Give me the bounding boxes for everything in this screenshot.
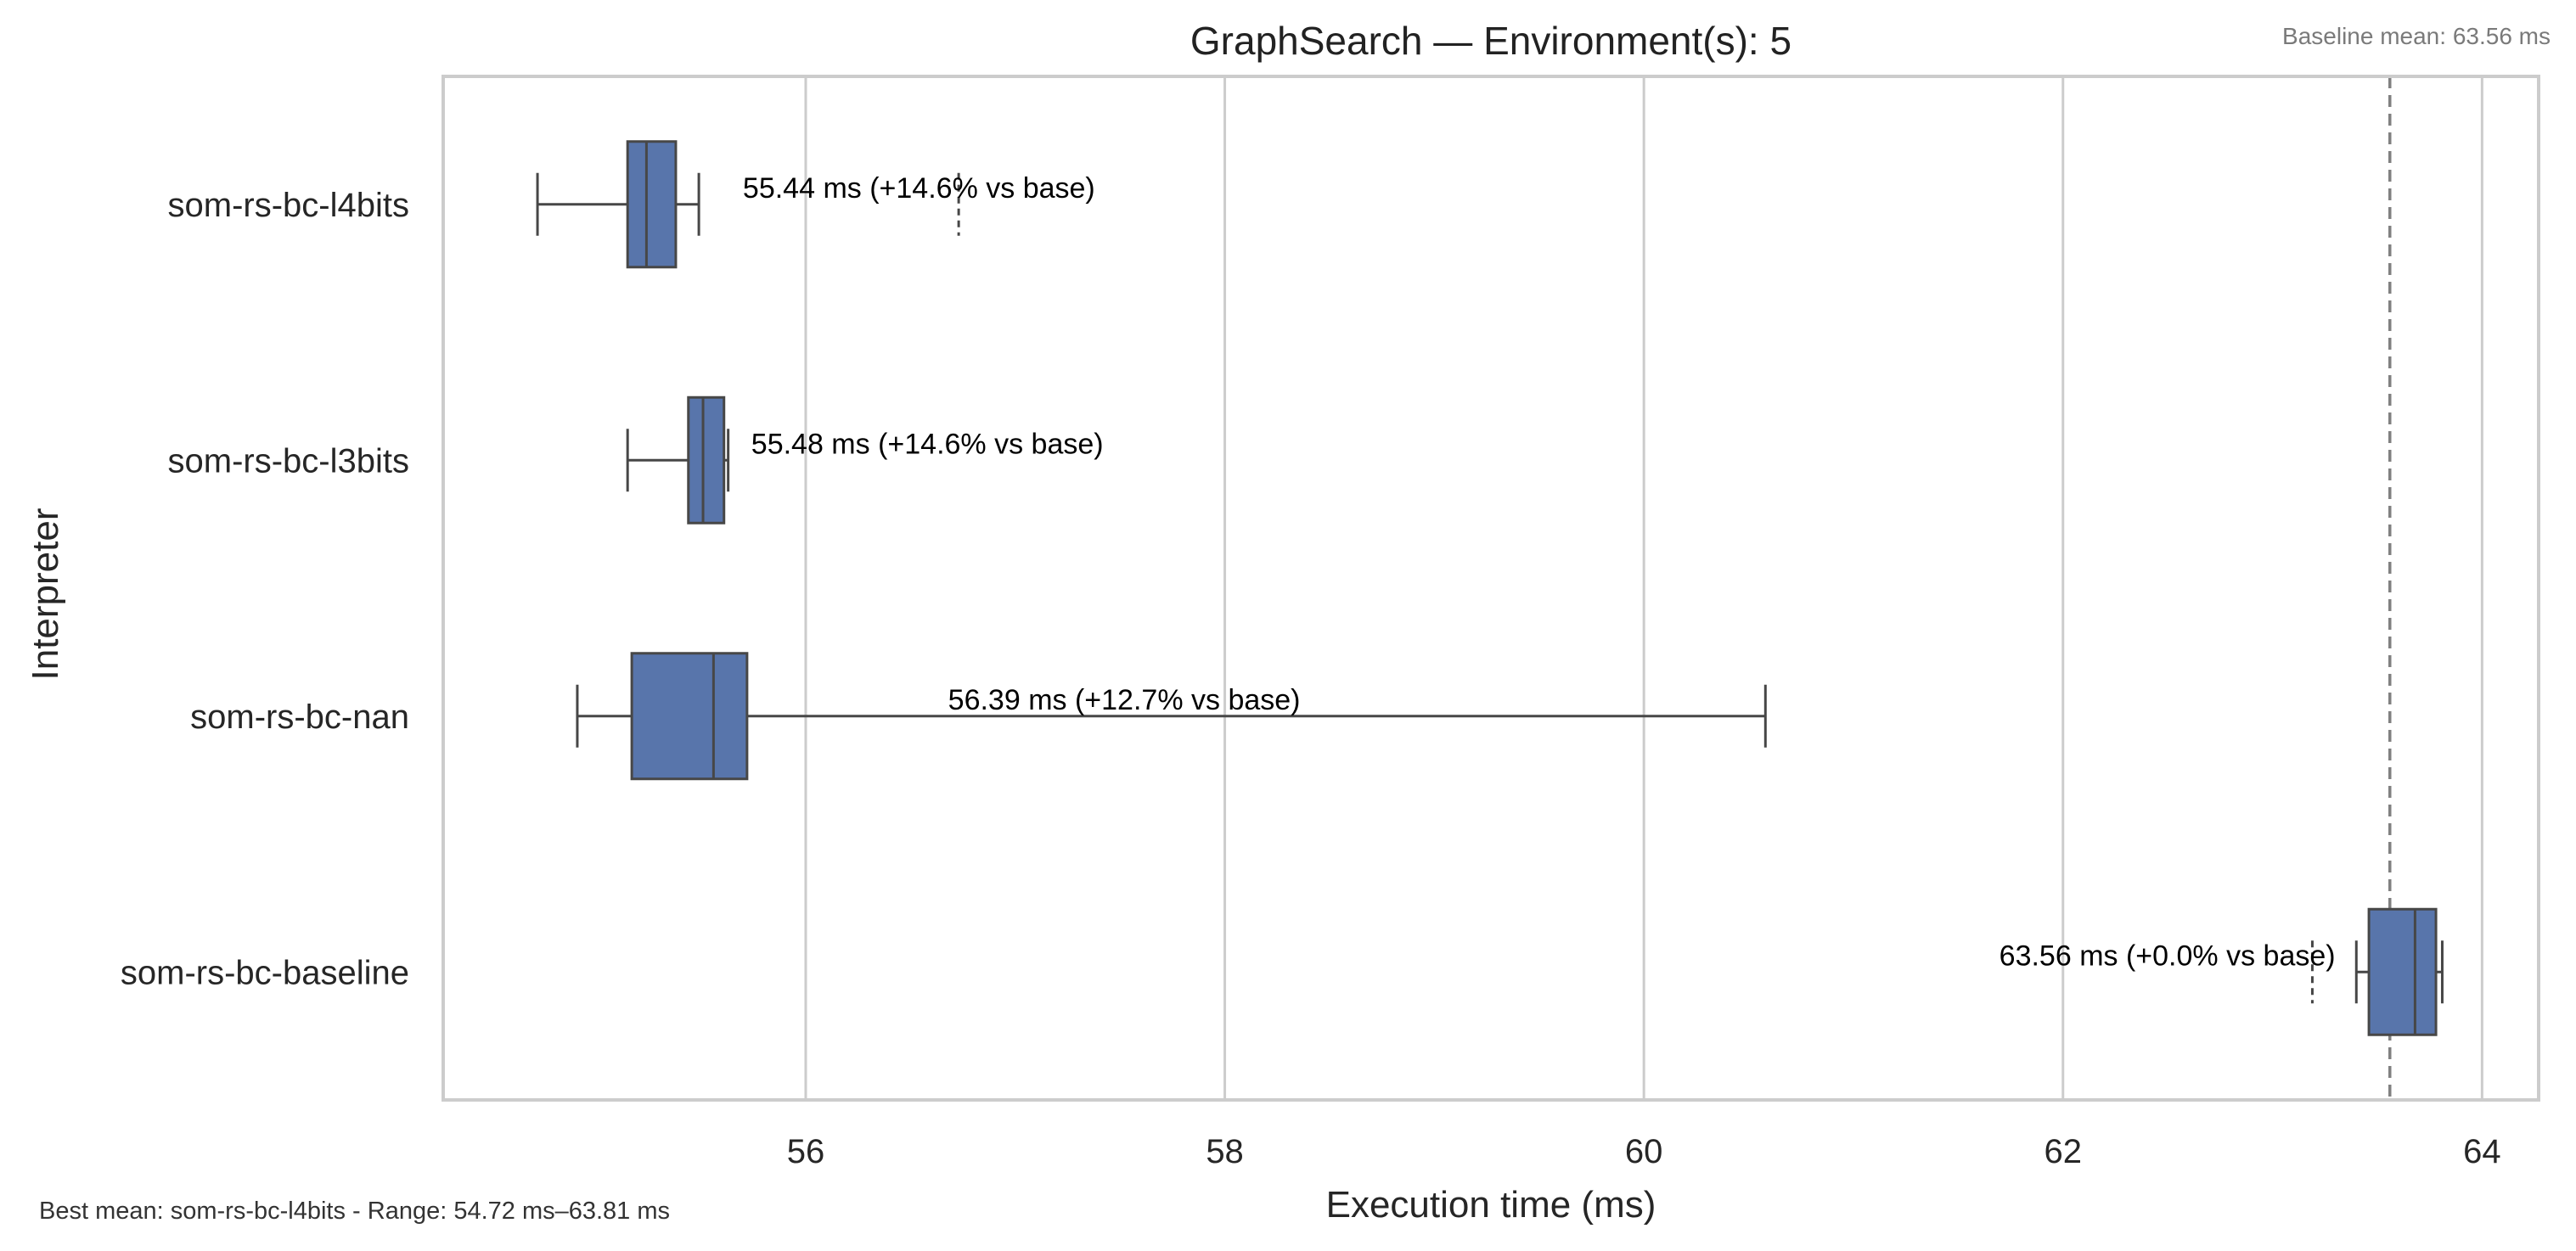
x-axis-label: Execution time (ms)	[1326, 1184, 1656, 1226]
mean-annotation: 56.39 ms (+12.7% vs base)	[948, 684, 1301, 716]
y-tick-label: som-rs-bc-baseline	[121, 954, 409, 991]
footer-summary: Best mean: som-rs-bc-l4bits - Range: 54.…	[39, 1198, 670, 1225]
x-tick-label: 64	[2463, 1133, 2501, 1170]
iqr-box	[630, 652, 749, 781]
baseline-mean-label: Baseline mean: 63.56 ms	[2282, 23, 2551, 49]
y-tick-labels: som-rs-bc-l4bits som-rs-bc-l3bits som-rs-b…	[121, 187, 409, 992]
chart-title: GraphSearch — Environment(s): 5	[1190, 19, 1791, 63]
box-som-rs-bc-baseline	[2310, 907, 2444, 1036]
box-layer	[536, 140, 2444, 1036]
x-tick-label: 56	[787, 1133, 825, 1170]
mean-annotation: 55.48 ms (+14.6% vs base)	[751, 428, 1104, 460]
y-axis-label: Interpreter	[25, 508, 66, 681]
y-tick-label: som-rs-bc-l4bits	[168, 187, 409, 224]
y-tick-label: som-rs-bc-nan	[190, 698, 409, 736]
x-tick-label: 62	[2044, 1133, 2083, 1170]
iqr-box	[626, 140, 678, 269]
iqr-box	[687, 395, 726, 525]
plot-frame	[442, 75, 2540, 1102]
mean-annotation: 63.56 ms (+0.0% vs base)	[1999, 940, 2336, 972]
box-som-rs-bc-l4bits	[536, 140, 960, 269]
x-tick-label: 60	[1625, 1133, 1663, 1170]
data-annotations: 55.44 ms (+14.6% vs base) 55.48 ms (+14.6…	[743, 172, 2336, 973]
y-tick-label: som-rs-bc-l3bits	[168, 442, 409, 480]
grid-lines	[804, 76, 2483, 1100]
x-tick-labels: 56 58 60 62 64	[787, 1133, 2501, 1170]
box-som-rs-bc-nan	[576, 652, 1767, 781]
box-som-rs-bc-l3bits	[626, 395, 730, 525]
mean-annotation: 55.44 ms (+14.6% vs base)	[743, 172, 1095, 205]
x-tick-label: 58	[1206, 1133, 1244, 1170]
iqr-box	[2367, 907, 2438, 1036]
